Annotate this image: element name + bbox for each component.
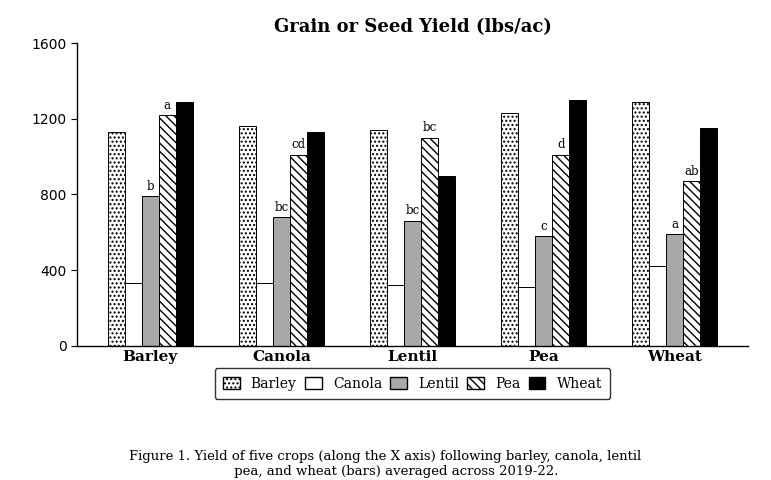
Bar [290, 155, 307, 346]
Bar [239, 126, 256, 346]
Bar [649, 266, 666, 346]
Text: d: d [557, 138, 564, 151]
Text: b: b [146, 180, 154, 193]
Text: bc: bc [274, 201, 288, 214]
Bar [125, 283, 142, 346]
Bar [404, 221, 421, 346]
Bar [535, 236, 552, 346]
Text: cd: cd [291, 138, 305, 151]
Text: Figure 1. Yield of five crops (along the X axis) following barley, canola, lenti: Figure 1. Yield of five crops (along the… [130, 450, 641, 478]
Bar [683, 181, 700, 346]
Bar [370, 130, 387, 346]
Bar [501, 113, 518, 346]
Text: a: a [672, 218, 678, 231]
Bar [552, 155, 569, 346]
Bar [666, 234, 683, 346]
Text: a: a [163, 98, 170, 112]
Bar [176, 102, 193, 346]
Bar [421, 138, 438, 346]
Bar [256, 283, 273, 346]
Text: ab: ab [685, 165, 699, 178]
Bar [108, 132, 125, 346]
Bar [438, 176, 455, 346]
Bar [387, 285, 404, 346]
Bar [632, 102, 649, 346]
Bar [159, 115, 176, 346]
Text: bc: bc [406, 204, 419, 217]
Text: c: c [540, 219, 547, 233]
Bar [307, 132, 324, 346]
Title: Grain or Seed Yield (lbs/ac): Grain or Seed Yield (lbs/ac) [274, 18, 551, 36]
Bar [518, 287, 535, 346]
Bar [700, 128, 717, 346]
Bar [142, 196, 159, 346]
Legend: Barley, Canola, Lentil, Pea, Wheat: Barley, Canola, Lentil, Pea, Wheat [214, 369, 611, 399]
Bar [569, 100, 586, 346]
Bar [273, 217, 290, 346]
Text: bc: bc [423, 121, 436, 134]
